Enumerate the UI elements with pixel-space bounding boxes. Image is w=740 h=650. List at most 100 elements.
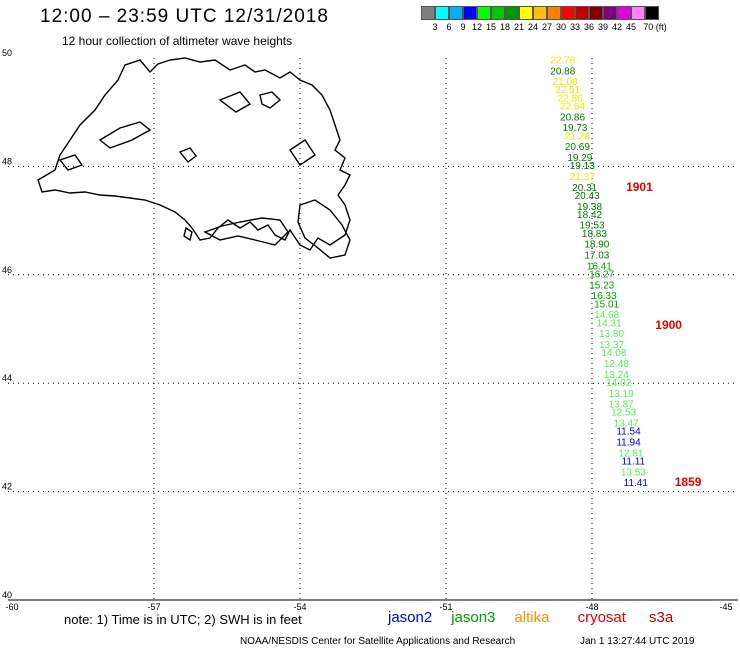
swh-value-label: 13.47: [614, 419, 639, 430]
color-scale-label: 21: [513, 22, 525, 32]
color-swatch: [505, 6, 519, 20]
swh-value-label: 20.31: [572, 183, 597, 194]
swh-value-label: 16.41: [587, 261, 612, 272]
lat-tick-label: 44: [2, 373, 12, 383]
swh-value-label: 13.19: [609, 389, 634, 400]
color-swatch: [603, 6, 617, 20]
legend-item-altika: altika: [514, 609, 550, 626]
swh-value-label: 11.41: [624, 478, 649, 489]
avalon-peninsula: [297, 199, 351, 259]
inlet-4: [58, 154, 84, 171]
color-scale-label: 27: [541, 22, 553, 32]
swh-value-label: 15.23: [589, 280, 614, 291]
swh-value-label: 14.02: [606, 378, 631, 389]
chart-title: 12:00 – 23:59 UTC 12/31/2018: [40, 6, 329, 27]
satellite-id-label: 1859: [675, 475, 702, 489]
swh-value-label: 19.13: [570, 161, 595, 172]
lon-tick-label: -48: [585, 602, 598, 612]
color-scale-bar: [421, 6, 659, 20]
swh-value-label: 19.29: [567, 153, 592, 164]
lon-tick-label: -57: [147, 602, 160, 612]
observation-labels: 22.7820.8821.0822.5122.8622.8420.8619.73…: [550, 55, 648, 489]
color-scale-label: 36: [583, 22, 595, 32]
island-2: [259, 91, 282, 109]
color-swatch: [617, 6, 631, 20]
swh-value-label: 14.68: [594, 310, 619, 321]
color-scale-labels: 3 6 9 12 15 18 21 24 27 30 33 36 39 42 45 70 (ft): [421, 22, 740, 36]
coastline: [37, 57, 351, 259]
burin-peninsula: [203, 217, 289, 246]
swh-value-label: 22.84: [560, 101, 585, 112]
swh-value-label: 13.37: [599, 340, 624, 351]
color-scale-label: 42: [611, 22, 623, 32]
color-swatch: [463, 6, 477, 20]
swh-value-label: 11.94: [616, 438, 641, 449]
lat-tick-label: 42: [2, 482, 12, 492]
inlet-2: [218, 91, 252, 113]
swh-value-label: 19.53: [579, 221, 604, 232]
satellite-id-label: 1900: [655, 318, 682, 332]
swh-value-label: 13.80: [599, 329, 624, 340]
color-swatch: [561, 6, 575, 20]
swh-value-label: 18.42: [577, 210, 602, 221]
color-scale-label: 18: [499, 22, 511, 32]
swh-value-label: 13.24: [604, 370, 629, 381]
legend-item-jason3: jason3: [451, 609, 496, 626]
color-swatch: [533, 6, 547, 20]
color-swatch: [519, 6, 533, 20]
lat-tick-label: 50: [2, 48, 12, 58]
swh-value-label: 12.48: [604, 359, 629, 370]
swh-value-label: 15.01: [594, 299, 619, 310]
color-swatch: [547, 6, 561, 20]
color-scale-label: 30: [555, 22, 567, 32]
lat-lon-grid: [8, 58, 738, 601]
swh-value-label: 21.08: [553, 77, 578, 88]
legend-item-cryosat: cryosat: [577, 609, 626, 626]
color-scale-label: 12: [471, 22, 483, 32]
color-swatch: [589, 6, 603, 20]
color-swatch: [645, 6, 659, 20]
satellite-id-labels: 1901 1900 1859: [626, 180, 702, 489]
color-scale-label: 3: [432, 22, 438, 32]
swh-value-label: 11.54: [616, 427, 641, 438]
satellite-id-label: 1901: [626, 180, 653, 194]
color-swatch: [435, 6, 449, 20]
color-scale-label: 33: [569, 22, 581, 32]
color-scale-label: 70 (ft): [643, 22, 667, 32]
swh-value-label: 13.53: [621, 467, 646, 478]
color-scale-label: 15: [485, 22, 497, 32]
legend-item-jason2: jason2: [388, 609, 433, 626]
swh-value-label: 16.27: [589, 270, 614, 281]
swh-value-label: 18.83: [582, 229, 607, 240]
footer-timestamp: Jan 1 13:27:44 UTC 2019: [580, 636, 695, 647]
color-scale-label: 45: [625, 22, 637, 32]
color-scale-label: 24: [527, 22, 539, 32]
swh-value-label: 20.43: [575, 191, 600, 202]
color-scale-label: 9: [460, 22, 466, 32]
color-swatch: [575, 6, 589, 20]
color-scale-label: 6: [446, 22, 452, 32]
swh-value-label: 22.86: [558, 93, 583, 104]
island-1: [183, 226, 193, 242]
lon-tick-label: -51: [439, 602, 452, 612]
swh-value-label: 18.90: [584, 240, 609, 251]
lon-tick-label: -60: [5, 602, 18, 612]
swh-value-label: 11.11: [622, 457, 646, 468]
lon-tick-label: -54: [293, 602, 306, 612]
newfoundland-coast: [37, 57, 351, 251]
swh-value-label: 17.03: [584, 251, 609, 262]
lat-tick-label: 46: [2, 265, 12, 275]
swh-value-label: 21.28: [565, 131, 590, 142]
swh-value-label: 20.69: [565, 142, 590, 153]
swh-value-label: 14.31: [597, 318, 622, 329]
color-swatch: [477, 6, 491, 20]
swh-value-label: 21.37: [570, 172, 595, 183]
color-swatch: [449, 6, 463, 20]
legend-item-s3a: s3a: [649, 609, 674, 626]
axis-tick-labels: 50 48 46 44 42 40 -60 -57 -54 -51 -48 -45: [2, 48, 733, 612]
chart-subtitle: 12 hour collection of altimeter wave hei…: [62, 34, 293, 48]
swh-value-label: 20.86: [560, 112, 585, 123]
swh-value-label: 14.08: [601, 348, 626, 359]
